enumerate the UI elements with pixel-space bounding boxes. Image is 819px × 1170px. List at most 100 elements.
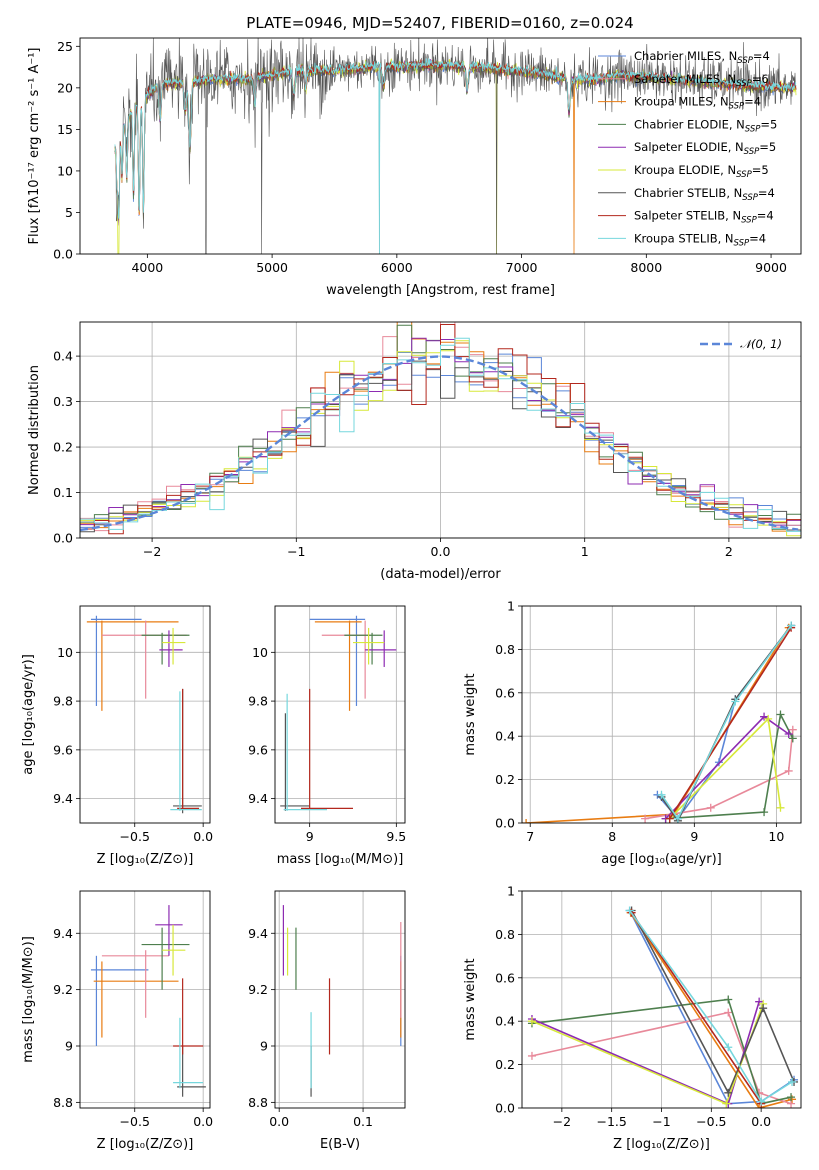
weight-marker [788, 1077, 797, 1086]
y-tick-label: 0.0 [495, 816, 515, 831]
weight-line-3 [665, 711, 794, 820]
legend-label: Kroupa MILES, NSSP=4 [634, 95, 761, 112]
y-tick-label: 0.0 [53, 247, 73, 262]
weight-marker [527, 1051, 536, 1060]
weight-marker [759, 1004, 768, 1013]
legend-suffix: =5 [759, 140, 776, 154]
weight-marker [776, 710, 785, 719]
legend-subscript: SSP [741, 216, 757, 226]
legend-suffix: =4 [744, 95, 761, 109]
y-tick-label: 0.2 [495, 1057, 515, 1072]
weight-marker [755, 1104, 764, 1108]
legend-text: Chabrier ELODIE, N [634, 117, 745, 131]
legend-subscript: SSP [737, 56, 753, 66]
plot-area [80, 606, 210, 823]
y-tick-label: 9.2 [248, 982, 268, 997]
axes-frame [79, 321, 802, 539]
ticks: 7 8 9 10 0.0 0.2 0.4 0.6 0.8 1 [495, 599, 784, 845]
weight-marker [764, 714, 773, 723]
x-tick-label: 0.0 [751, 1114, 771, 1129]
axes-frame [274, 890, 406, 1109]
axes-frame [521, 890, 802, 1109]
y-tick-label: 0.6 [495, 685, 515, 700]
x-axis-label: Z [log₁₀(Z/Z⊙)] [613, 1137, 710, 1152]
legend-text: Salpeter ELODIE, N [634, 140, 744, 154]
weight-marker [776, 803, 785, 812]
ticks: 0.0 0.1 8.8 9 9.2 9.4 [248, 926, 373, 1129]
weight-marker [724, 1043, 733, 1052]
y-tick-label: 8.8 [248, 1095, 268, 1110]
x-tick-label: 0.0 [193, 829, 213, 844]
y-tick-label: 0.2 [495, 772, 515, 787]
legend-subscript: SSP [745, 124, 761, 134]
y-tick-label: 0.6 [495, 970, 515, 985]
ticks: 4000 5000 6000 7000 8000 9000 0.0 5 10 15 20 25 [53, 39, 787, 275]
y-tick-label: 9.6 [248, 742, 268, 757]
y-tick-label: 0.8 [495, 927, 515, 942]
y-tick-label: 0.4 [495, 1014, 515, 1029]
ticks: 9 9.5 9.4 9.6 9.8 10 [248, 645, 406, 844]
legend-subscript: SSP [736, 79, 752, 89]
x-tick-label: 2 [725, 544, 733, 559]
ticks: −2 −1 0.0 1 2 0.0 0.1 0.2 0.3 0.4 [53, 349, 733, 559]
weight-marker [760, 712, 769, 721]
y-tick-label: 9.6 [53, 742, 73, 757]
weight-marker [724, 1008, 733, 1017]
x-axis-label: mass [log₁₀(M/M⊙)] [277, 852, 404, 867]
legend-label: Kroupa STELIB, NSSP=4 [634, 231, 766, 248]
weight-line-7 [630, 912, 762, 1105]
y-tick-label: 0.4 [53, 349, 73, 364]
x-axis-label: wavelength [Angstrom, rest frame] [326, 283, 555, 298]
x-tick-label: 5000 [256, 260, 288, 275]
x-tick-label: −2 [143, 544, 161, 559]
weight-marker [724, 1088, 733, 1097]
y-axis-label: Flux [fλ10⁻¹⁷ erg cm⁻² s⁻¹ A⁻¹] [27, 48, 42, 245]
figure-title: PLATE=0946, MJD=52407, FIBERID=0160, z=0… [246, 14, 633, 32]
y-tick-label: 0.0 [495, 1101, 515, 1116]
y-tick-label: 9.8 [53, 694, 73, 709]
x-tick-label: 0.0 [193, 1114, 213, 1129]
axes-frame [79, 890, 211, 1109]
y-tick-label: 15 [57, 122, 73, 137]
y-tick-label: 9.4 [53, 791, 73, 806]
legend-text: Kroupa STELIB, N [634, 231, 734, 245]
legend-suffix: =4 [758, 186, 775, 200]
x-tick-label: 4000 [131, 260, 163, 275]
panel-spectrum: 4000 5000 6000 7000 8000 9000 0.0 5 10 15 20 25 wave… [27, 37, 802, 298]
x-tick-label: −1 [652, 1114, 670, 1129]
weight-marker [788, 725, 797, 734]
legend-label: Chabrier MILES, NSSP=4 [634, 49, 770, 66]
weight-marker [522, 819, 531, 823]
legend-suffix: =4 [757, 209, 774, 223]
weight-marker [673, 814, 682, 823]
spectrum-series-8 [114, 58, 797, 254]
x-tick-label: −0.5 [120, 829, 150, 844]
legend-text: Salpeter STELIB, N [634, 209, 741, 223]
weight-marker [787, 1093, 796, 1102]
y-axis-label: age [log₁₀(age/yr)] [21, 654, 36, 775]
y-tick-label: 9.8 [248, 694, 268, 709]
y-axis-label: mass [log₁₀(M/M⊙)] [21, 936, 36, 1063]
legend-suffix: =4 [749, 231, 766, 245]
legend-text: Chabrier STELIB, N [634, 186, 742, 200]
y-tick-label: 9.4 [248, 791, 268, 806]
panel-mass_vs_Z: −0.5 0.0 8.8 9 9.2 9.4 Z [log₁₀(Z/Z⊙)] mass [lo… [21, 890, 213, 1152]
x-axis-label: (data-model)/error [380, 567, 501, 582]
weight-marker [527, 1017, 536, 1026]
x-tick-label: −1 [287, 544, 305, 559]
y-tick-label: 0.0 [53, 531, 73, 546]
x-axis-label: E(B-V) [320, 1137, 360, 1152]
legend-label: Kroupa ELODIE, NSSP=5 [634, 163, 769, 180]
y-tick-label: 10 [57, 163, 73, 178]
x-axis-label: Z [log₁₀(Z/Z⊙)] [97, 852, 194, 867]
panel-weight_vs_age: 7 8 9 10 0.0 0.2 0.4 0.6 0.8 1 age [log₁₀(age/yr)]… [463, 599, 802, 867]
y-tick-label: 1 [507, 599, 515, 614]
legend-subscript: SSP [736, 170, 752, 180]
weight-marker [625, 906, 634, 915]
legend-suffix: =4 [753, 49, 770, 63]
y-axis-label: Normed distribution [27, 365, 42, 495]
y-tick-label: 0.4 [495, 729, 515, 744]
plot-area [80, 891, 210, 1108]
legend-text: Kroupa ELODIE, N [634, 163, 736, 177]
